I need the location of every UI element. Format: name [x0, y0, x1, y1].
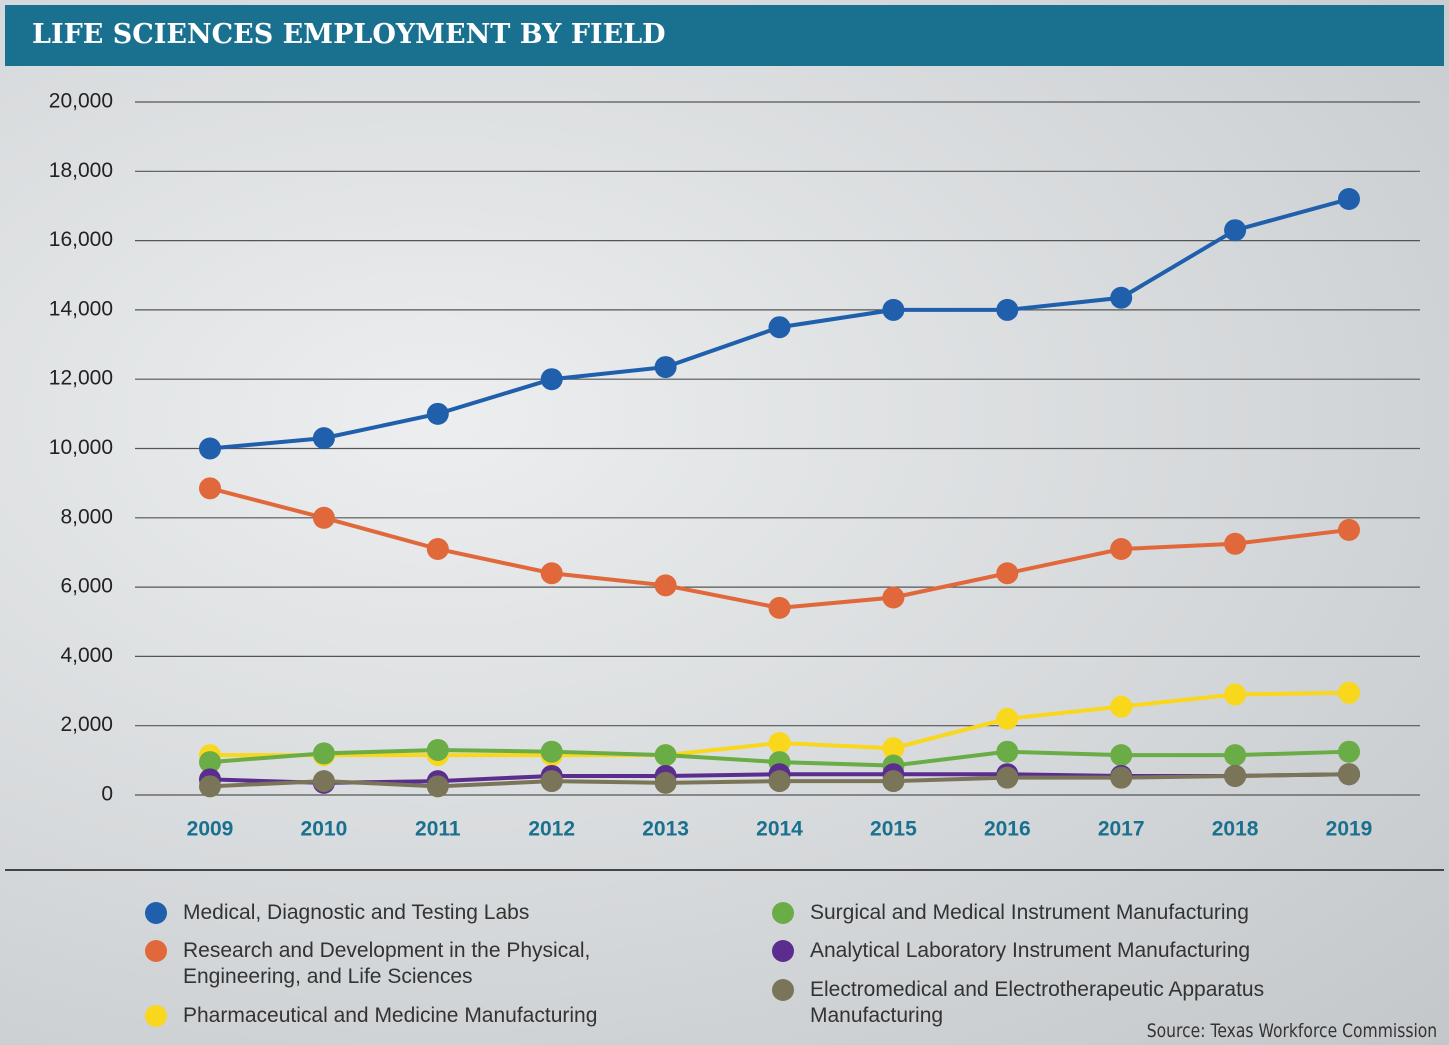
data-point	[1338, 763, 1360, 786]
y-tick-label: 20,000	[49, 90, 113, 113]
legend-label: Pharmaceutical and Medicine Manufacturin…	[183, 1004, 598, 1027]
y-tick-label: 12,000	[49, 367, 113, 390]
x-tick-label: 2013	[642, 818, 689, 841]
data-point	[654, 574, 677, 597]
x-tick-label: 2012	[528, 818, 575, 841]
data-point	[1110, 286, 1133, 309]
data-point	[426, 402, 449, 425]
data-point	[996, 740, 1019, 763]
y-tick-label: 14,000	[49, 297, 113, 320]
data-point	[768, 770, 791, 793]
data-point	[1110, 744, 1133, 767]
legend-marker	[145, 940, 167, 962]
data-point	[1338, 681, 1360, 704]
y-tick-label: 10,000	[49, 436, 113, 459]
y-tick-label: 6,000	[60, 575, 113, 598]
data-point	[426, 537, 449, 560]
y-tick-label: 2,000	[60, 713, 113, 736]
data-point	[540, 770, 563, 793]
x-tick-label: 2014	[756, 818, 803, 841]
data-point	[654, 771, 677, 794]
x-tick-label: 2016	[984, 818, 1031, 841]
data-point	[996, 707, 1019, 730]
data-point	[1224, 744, 1247, 767]
data-point	[768, 596, 791, 619]
data-point	[1338, 740, 1360, 763]
data-point	[996, 562, 1019, 585]
data-point	[1338, 518, 1360, 541]
x-tick-label: 2011	[415, 818, 461, 841]
x-tick-label: 2015	[870, 818, 917, 841]
series-line	[209, 486, 1350, 610]
data-point	[996, 766, 1019, 789]
legend-label: Research and Development in the Physical…	[183, 939, 591, 988]
data-point	[882, 298, 905, 321]
data-point	[1338, 188, 1360, 211]
data-point	[1224, 532, 1247, 555]
y-tick-label: 18,000	[49, 159, 113, 182]
data-point	[312, 742, 335, 765]
legend-label: Electromedical and Electrotherapeutic Ap…	[810, 978, 1265, 1027]
legend-marker	[772, 979, 794, 1001]
data-point	[1110, 695, 1133, 718]
data-point	[540, 562, 563, 585]
data-point	[312, 770, 335, 793]
data-point	[199, 775, 221, 798]
data-point	[1224, 764, 1247, 787]
y-tick-label: 0	[101, 783, 113, 806]
x-tick-label: 2019	[1326, 818, 1373, 841]
header-bar: LIFE SCIENCES EMPLOYMENT BY FIELD	[5, 5, 1444, 66]
legend-marker	[772, 940, 794, 962]
data-point	[768, 316, 791, 339]
source-note: Source: Texas Workforce Commission	[1146, 1020, 1437, 1042]
data-point	[1224, 219, 1247, 242]
legend-label: Surgical and Medical Instrument Manufact…	[810, 901, 1249, 924]
legend-label: Medical, Diagnostic and Testing Labs	[183, 901, 530, 924]
data-point	[882, 586, 905, 609]
data-point	[1110, 537, 1133, 560]
data-point	[426, 738, 449, 761]
data-point	[768, 732, 791, 755]
data-point	[882, 737, 905, 760]
x-tick-label: 2009	[187, 818, 234, 841]
data-point	[199, 751, 221, 774]
chart-title: LIFE SCIENCES EMPLOYMENT BY FIELD	[32, 19, 666, 50]
data-point	[540, 740, 563, 763]
x-tick-label: 2018	[1212, 818, 1259, 841]
y-tick-label: 16,000	[49, 228, 113, 251]
y-tick-label: 4,000	[60, 644, 113, 667]
legend-marker	[772, 902, 794, 924]
y-tick-label: 8,000	[60, 505, 113, 528]
data-point	[1110, 766, 1133, 789]
x-tick-label: 2010	[301, 818, 348, 841]
data-point	[654, 356, 677, 379]
data-point	[996, 298, 1019, 321]
data-point	[312, 427, 335, 450]
data-point	[199, 477, 221, 500]
data-point	[1224, 683, 1247, 706]
data-point	[540, 368, 563, 391]
data-point	[312, 506, 335, 529]
legend-label: Analytical Laboratory Instrument Manufac…	[810, 939, 1251, 962]
data-point	[654, 744, 677, 767]
data-point	[882, 770, 905, 793]
data-point	[426, 775, 449, 798]
data-point	[199, 437, 221, 460]
x-tick-label: 2017	[1098, 818, 1145, 841]
legend-marker	[145, 1005, 167, 1027]
legend-marker	[145, 902, 167, 924]
